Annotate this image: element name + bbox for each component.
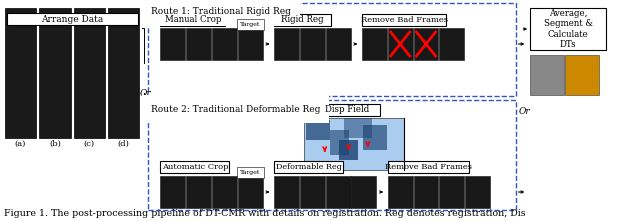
- Bar: [4, 8, 36, 138]
- Bar: [330, 130, 349, 155]
- Bar: [161, 176, 186, 208]
- Bar: [74, 8, 105, 138]
- Bar: [6, 13, 138, 25]
- Text: Rigid Reg: Rigid Reg: [282, 15, 324, 25]
- Bar: [274, 161, 343, 173]
- Text: Figure 1. The post-processing pipeline of DT-CMR with details on registration. R: Figure 1. The post-processing pipeline o…: [4, 208, 525, 217]
- Bar: [212, 176, 237, 208]
- Bar: [186, 176, 211, 208]
- Text: Route 1: Traditional Rigid Reg: Route 1: Traditional Rigid Reg: [151, 8, 291, 17]
- Bar: [274, 176, 299, 208]
- Bar: [108, 8, 140, 138]
- Bar: [339, 140, 358, 160]
- Bar: [326, 176, 351, 208]
- Bar: [161, 28, 186, 60]
- Text: Remove Bad Frames: Remove Bad Frames: [385, 163, 472, 171]
- Bar: [362, 14, 446, 26]
- Bar: [565, 55, 599, 95]
- Bar: [388, 176, 413, 208]
- Bar: [238, 176, 262, 208]
- Bar: [300, 28, 324, 60]
- Bar: [212, 28, 237, 60]
- Bar: [413, 176, 438, 208]
- Bar: [186, 28, 211, 60]
- Text: Route 2: Traditional Deformable Reg: Route 2: Traditional Deformable Reg: [151, 105, 320, 114]
- Text: Or: Or: [140, 88, 151, 97]
- Text: Manual Crop: Manual Crop: [164, 15, 221, 25]
- Bar: [148, 3, 516, 96]
- Bar: [238, 28, 262, 60]
- Bar: [161, 161, 229, 173]
- Text: Automatic Crop: Automatic Crop: [161, 163, 228, 171]
- Bar: [351, 176, 376, 208]
- Bar: [306, 120, 330, 140]
- Text: Average,
Segment &
Calculate
DTs: Average, Segment & Calculate DTs: [544, 9, 593, 49]
- Bar: [439, 28, 464, 60]
- Bar: [413, 28, 438, 60]
- Text: (a): (a): [15, 140, 26, 148]
- Bar: [388, 161, 469, 173]
- Bar: [304, 118, 404, 170]
- Bar: [39, 8, 70, 138]
- Bar: [326, 28, 351, 60]
- Text: Arrange Data: Arrange Data: [41, 15, 103, 23]
- Bar: [148, 100, 516, 210]
- Bar: [388, 28, 413, 60]
- Bar: [274, 14, 332, 26]
- Bar: [161, 14, 225, 26]
- Bar: [313, 104, 380, 116]
- Bar: [274, 28, 299, 60]
- Bar: [344, 118, 372, 138]
- Text: (d): (d): [118, 140, 130, 148]
- Bar: [362, 28, 387, 60]
- Text: (c): (c): [84, 140, 95, 148]
- Bar: [465, 176, 490, 208]
- Bar: [530, 8, 607, 50]
- Bar: [530, 55, 563, 95]
- Text: Disp Field: Disp Field: [324, 105, 369, 114]
- Bar: [363, 125, 387, 150]
- Text: Target: Target: [240, 170, 260, 175]
- Bar: [300, 176, 324, 208]
- Bar: [439, 176, 464, 208]
- Text: Deformable Reg: Deformable Reg: [276, 163, 342, 171]
- Text: Target: Target: [240, 22, 260, 27]
- Text: (b): (b): [49, 140, 61, 148]
- Text: Or: Or: [518, 107, 530, 116]
- Text: Remove Bad Frames: Remove Bad Frames: [360, 16, 447, 24]
